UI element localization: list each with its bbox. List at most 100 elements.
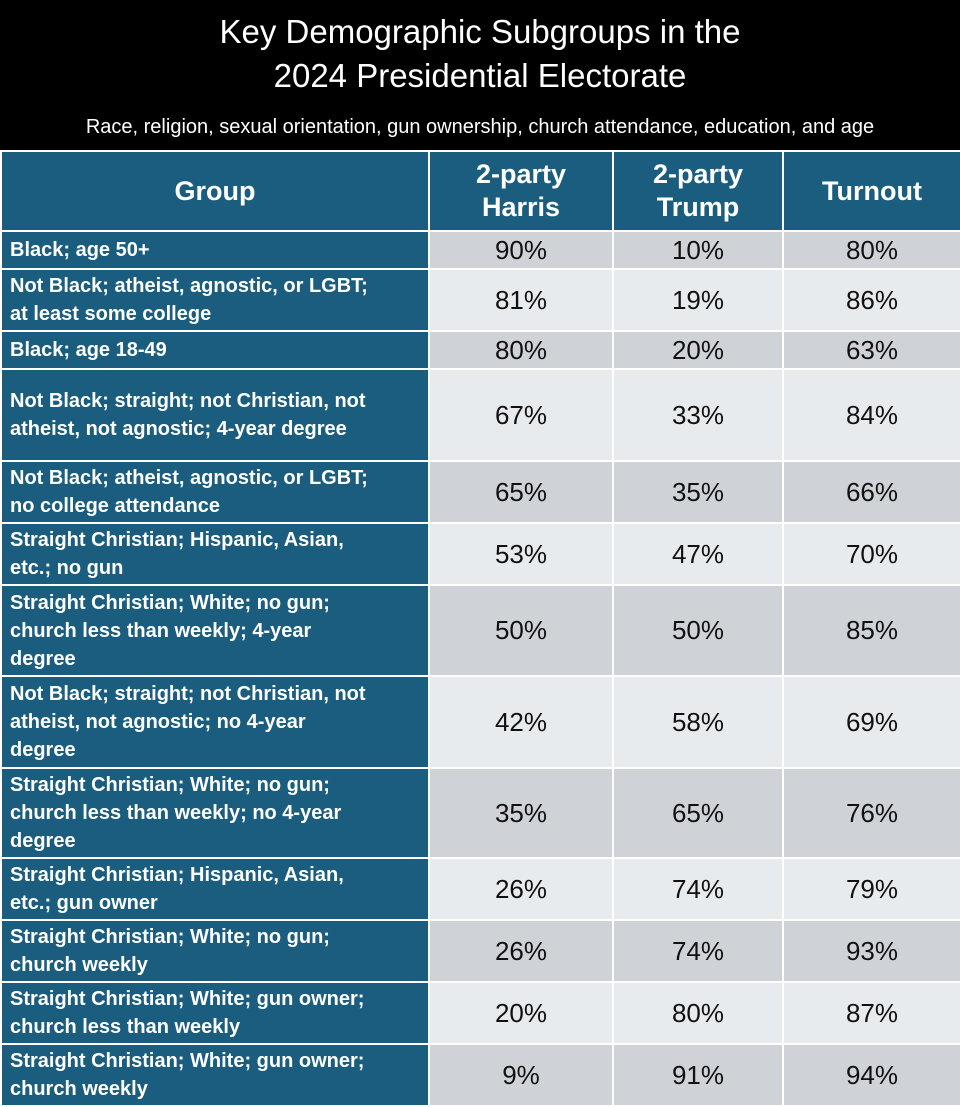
group-label-line: atheist, not agnostic; 4-year degree — [10, 418, 347, 440]
turnout-value-cell: 69% — [782, 675, 960, 769]
table-body: Black; age 50+ 90% 10% 80% Not Black; atheis… — [0, 230, 960, 1107]
harris-value-cell: 50% — [428, 584, 614, 677]
column-header-trump: 2-party Trump — [612, 150, 784, 232]
group-label-line: atheist, not agnostic; no 4-year — [10, 711, 306, 733]
chart-subtitle: Race, religion, sexual orientation, gun … — [85, 116, 875, 138]
group-label-line: Not Black; straight; not Christian, not — [10, 390, 366, 412]
turnout-value-cell: 70% — [782, 522, 960, 586]
group-label-line: Straight Christian; White; gun owner; — [10, 1050, 365, 1072]
group-label-line: church less than weekly; 4-year — [10, 619, 312, 642]
group-label-line: degree — [10, 647, 76, 670]
table-row: Not Black; straight; not Christian, not a… — [0, 675, 960, 769]
group-label-line: degree — [10, 830, 76, 852]
table-row: Straight Christian; White; no gun; church… — [0, 919, 960, 983]
group-label-line: Straight Christian; White; gun owner; — [10, 988, 365, 1010]
group-label-line: Straight Christian; White; no gun; — [10, 926, 330, 948]
table-row: Straight Christian; Hispanic, Asian, etc.… — [0, 522, 960, 586]
table-row: Black; age 18-49 80% 20% 63% — [0, 330, 960, 370]
group-cell: Straight Christian; Hispanic, Asian, etc.… — [0, 857, 430, 921]
column-header-trump-line2: Trump — [656, 192, 740, 222]
table-row: Straight Christian; White; gun owner; chu… — [0, 981, 960, 1045]
table-row: Straight Christian; Hispanic, Asian, etc.… — [0, 857, 960, 921]
column-header-harris: 2-party Harris — [428, 150, 614, 232]
table-row: Not Black; atheist, agnostic, or LGBT; at… — [0, 268, 960, 332]
group-label-line: Straight Christian; White; no gun; — [10, 774, 330, 796]
trump-value-cell: 10% — [612, 230, 784, 270]
table-row: Straight Christian; White; no gun; church… — [0, 767, 960, 859]
turnout-value-cell: 66% — [782, 460, 960, 524]
group-label-line: church weekly — [10, 954, 148, 976]
harris-value-cell: 90% — [428, 230, 614, 270]
group-cell: Straight Christian; White; no gun; church… — [0, 584, 430, 677]
harris-value-cell: 9% — [428, 1043, 614, 1107]
turnout-value-cell: 93% — [782, 919, 960, 983]
turnout-value-cell: 86% — [782, 268, 960, 332]
turnout-value-cell: 94% — [782, 1043, 960, 1107]
trump-value-cell: 50% — [612, 584, 784, 677]
group-cell: Black; age 18-49 — [0, 330, 430, 370]
chart-title-line-1: Key Demographic Subgroups in the — [219, 13, 741, 50]
group-cell: Straight Christian; Hispanic, Asian, etc.… — [0, 522, 430, 586]
demographics-table: Group 2-party Harris 2-party Trump Turnout… — [0, 150, 960, 1107]
trump-value-cell: 80% — [612, 981, 784, 1045]
harris-value-cell: 26% — [428, 857, 614, 921]
group-cell: Black; age 50+ — [0, 230, 430, 270]
column-header-turnout: Turnout — [782, 150, 960, 232]
turnout-value-cell: 84% — [782, 368, 960, 462]
turnout-value-cell: 79% — [782, 857, 960, 921]
group-label-line: church weekly — [10, 1078, 148, 1100]
column-header-group-label: Group — [174, 175, 256, 206]
column-header-group: Group — [0, 150, 430, 232]
trump-value-cell: 74% — [612, 857, 784, 921]
harris-value-cell: 42% — [428, 675, 614, 769]
harris-value-cell: 80% — [428, 330, 614, 370]
trump-value-cell: 91% — [612, 1043, 784, 1107]
turnout-value-cell: 87% — [782, 981, 960, 1045]
table-row: Not Black; atheist, agnostic, or LGBT; no… — [0, 460, 960, 524]
group-label-line: Not Black; atheist, agnostic, or LGBT; — [10, 467, 368, 489]
table-row: Straight Christian; White; no gun; church… — [0, 584, 960, 677]
table-row: Straight Christian; White; gun owner; chu… — [0, 1043, 960, 1107]
trump-value-cell: 20% — [612, 330, 784, 370]
group-label-line: Straight Christian; Hispanic, Asian, — [10, 864, 344, 886]
group-label-line: church less than weekly — [10, 1016, 241, 1038]
group-label-line: no college attendance — [10, 495, 221, 517]
group-label-line: Not Black; straight; not Christian, not — [10, 683, 366, 705]
turnout-value-cell: 63% — [782, 330, 960, 370]
column-header-harris-line1: 2-party — [475, 159, 567, 189]
group-label-line: Black; age 50+ — [10, 239, 150, 261]
group-cell: Not Black; atheist, agnostic, or LGBT; at… — [0, 268, 430, 332]
column-header-trump-line1: 2-party — [652, 159, 744, 189]
table-row: Black; age 50+ 90% 10% 80% — [0, 230, 960, 270]
group-label-line: Not Black; atheist, agnostic, or LGBT; — [10, 275, 368, 297]
group-label-line: Straight Christian; Hispanic, Asian, — [10, 529, 344, 551]
harris-value-cell: 65% — [428, 460, 614, 524]
harris-value-cell: 26% — [428, 919, 614, 983]
group-label-line: at least some college — [10, 303, 212, 325]
trump-value-cell: 58% — [612, 675, 784, 769]
chart-title-line-2: 2024 Presidential Electorate — [273, 57, 687, 94]
trump-value-cell: 74% — [612, 919, 784, 983]
group-label-line: Black; age 18-49 — [10, 339, 167, 361]
harris-value-cell: 81% — [428, 268, 614, 332]
harris-value-cell: 35% — [428, 767, 614, 859]
group-cell: Straight Christian; White; no gun; church… — [0, 919, 430, 983]
header-row: Group 2-party Harris 2-party Trump Turnout — [0, 150, 960, 232]
harris-value-cell: 67% — [428, 368, 614, 462]
trump-value-cell: 65% — [612, 767, 784, 859]
group-cell: Straight Christian; White; gun owner; chu… — [0, 981, 430, 1045]
turnout-value-cell: 85% — [782, 584, 960, 677]
harris-value-cell: 53% — [428, 522, 614, 586]
chart-title: Key Demographic Subgroups in the 2024 Pr… — [0, 10, 960, 98]
group-label-line: etc.; gun owner — [10, 892, 158, 914]
column-header-turnout-label: Turnout — [822, 175, 922, 206]
title-banner: Key Demographic Subgroups in the 2024 Pr… — [0, 0, 960, 150]
trump-value-cell: 35% — [612, 460, 784, 524]
group-label-line: degree — [10, 739, 76, 761]
trump-value-cell: 33% — [612, 368, 784, 462]
group-label-line: church less than weekly; no 4-year — [10, 802, 342, 824]
group-label-line: Straight Christian; White; no gun; — [10, 591, 330, 614]
harris-value-cell: 20% — [428, 981, 614, 1045]
trump-value-cell: 19% — [612, 268, 784, 332]
turnout-value-cell: 80% — [782, 230, 960, 270]
